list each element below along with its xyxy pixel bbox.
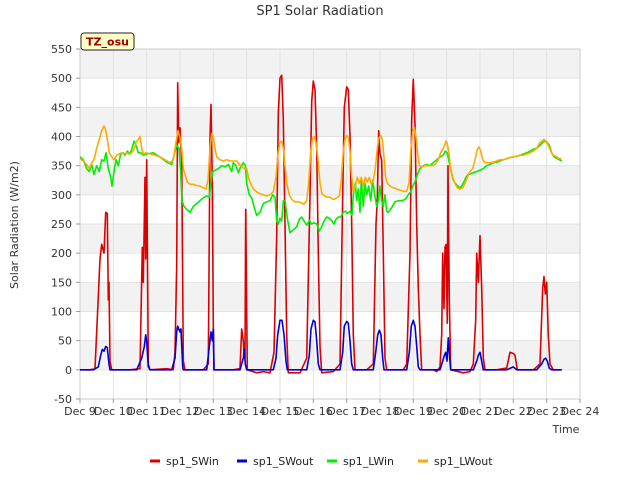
x-tick-label: Dec 24: [561, 405, 600, 418]
legend-label: sp1_LWout: [434, 455, 493, 468]
x-tick-label: Dec 20: [427, 405, 466, 418]
x-tick-label: Dec 23: [527, 405, 566, 418]
background-band: [80, 253, 580, 283]
x-tick-label: Dec 16: [294, 405, 333, 418]
y-tick-label: 550: [51, 43, 72, 56]
legend-item-sp1-swin: sp1_SWin: [150, 455, 219, 468]
y-tick-label: 100: [51, 306, 72, 319]
legend-item-sp1-lwout: sp1_LWout: [418, 455, 493, 468]
chart-title: SP1 Solar Radiation: [256, 4, 383, 19]
plot-background-bands: [80, 49, 580, 399]
x-tick-label: Dec 10: [94, 405, 133, 418]
background-band: [80, 282, 580, 312]
x-tick-label: Dec 13: [194, 405, 233, 418]
x-tick-label: Dec 22: [494, 405, 533, 418]
x-tick-label: Dec 19: [394, 405, 433, 418]
y-tick-label: 0: [65, 364, 72, 377]
y-tick-label: 200: [51, 247, 72, 260]
y-tick-label: 400: [51, 131, 72, 144]
y-tick-label: 50: [58, 335, 72, 348]
background-band: [80, 369, 580, 399]
legend-label: sp1_SWin: [166, 455, 219, 468]
background-band: [80, 136, 580, 166]
y-tick-label: 150: [51, 276, 72, 289]
y-tick-label: 300: [51, 189, 72, 202]
x-tick-label: Dec 14: [227, 405, 266, 418]
background-band: [80, 78, 580, 108]
x-tick-label: Dec 11: [127, 405, 166, 418]
series-line-sp1-lwout: [80, 125, 562, 205]
y-tick-label: 450: [51, 101, 72, 114]
legend-label: sp1_LWin: [343, 455, 394, 468]
x-tick-label: Dec 18: [361, 405, 400, 418]
badge-box: [80, 32, 135, 51]
background-band: [80, 165, 580, 195]
y-axis-label: Solar Radiation (W/m2): [8, 161, 21, 289]
background-band: [80, 311, 580, 341]
x-tick-label: Dec 9: [64, 405, 96, 418]
timezone-badge: TZ_osu: [80, 32, 135, 51]
legend-item-sp1-lwin: sp1_LWin: [327, 455, 394, 468]
series-lines: [80, 74, 563, 374]
x-tick-label: Dec 17: [327, 405, 366, 418]
x-axis-label: Time: [552, 423, 580, 436]
y-tick-label: 500: [51, 72, 72, 85]
y-tick-label: -50: [54, 393, 72, 406]
series-line-sp1-swout: [80, 319, 562, 371]
y-tick-label: 350: [51, 160, 72, 173]
legend-label: sp1_SWout: [253, 455, 314, 468]
x-tick-label: Dec 21: [461, 405, 500, 418]
background-band: [80, 224, 580, 254]
legend-item-sp1-swout: sp1_SWout: [237, 455, 314, 468]
background-band: [80, 340, 580, 370]
legend: sp1_SWin sp1_SWout sp1_LWin sp1_LWout: [150, 455, 493, 468]
background-band: [80, 49, 580, 79]
x-tick-label: Dec 12: [161, 405, 200, 418]
y-axis-ticks: -50 0 50 100 150 200 250 300 350 400 450 500 550: [51, 43, 80, 406]
background-band: [80, 107, 580, 137]
badge-label: TZ_osu: [86, 36, 129, 49]
y-tick-label: 250: [51, 218, 72, 231]
x-tick-label: Dec 15: [261, 405, 300, 418]
